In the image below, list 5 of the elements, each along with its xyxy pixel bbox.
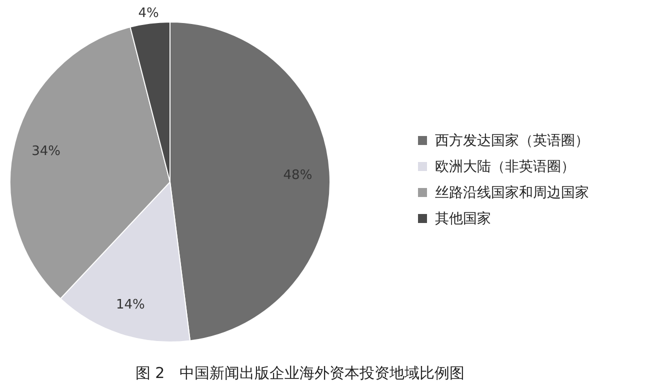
legend-label: 西方发达国家（英语圈） (435, 133, 589, 149)
text: 图 2 中国新闻出版企业海外资本投资地域比例图 (135, 364, 465, 382)
legend-label: 欧洲大陆（非英语圈） (435, 159, 575, 175)
legend-label: 其他国家 (435, 211, 491, 227)
legend-label: 丝路沿线国家和周边国家 (435, 185, 589, 201)
